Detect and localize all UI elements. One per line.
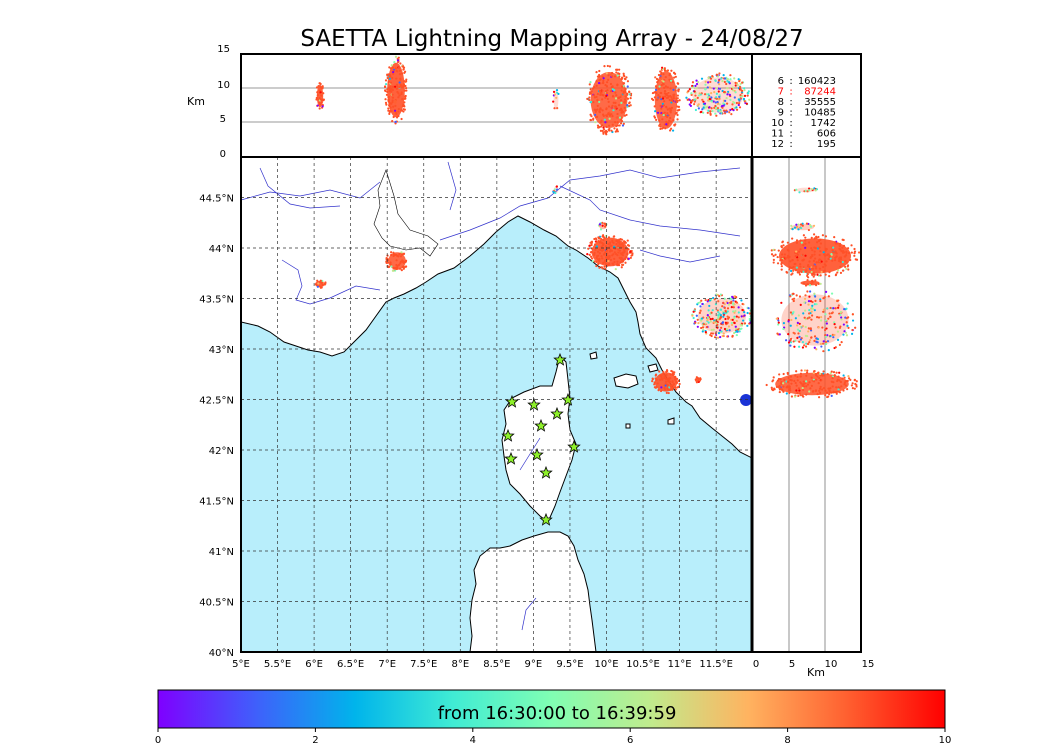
station-star-icon <box>505 394 519 408</box>
longitude-tick: 8.5°E <box>483 659 510 670</box>
longitude-tick: 9.5°E <box>556 659 583 670</box>
station-count-label: 6 <box>778 76 784 87</box>
side-tick: 0 <box>753 659 759 670</box>
latitude-tick: 43°N <box>209 345 234 356</box>
station-count-colon: : <box>789 76 792 87</box>
side-tick: 10 <box>825 659 838 670</box>
station-count-value: 195 <box>817 139 836 150</box>
height-tick: 5 <box>220 114 226 125</box>
station-count-value: 1742 <box>811 118 836 129</box>
longitude-tick: 7°E <box>378 659 396 670</box>
latitude-tick: 41°N <box>209 547 234 558</box>
longitude-tick: 8°E <box>451 659 469 670</box>
colorbar-label: from 16:30:00 to 16:39:59 <box>438 703 677 724</box>
longitude-tick: 9°E <box>525 659 543 670</box>
small-island <box>647 363 659 373</box>
latitude-tick: 44°N <box>209 244 234 255</box>
station-count-label: 8 <box>778 97 784 108</box>
station-count-label: 9 <box>778 108 784 119</box>
station-count-value: 10485 <box>804 108 836 119</box>
side-panel: 0 5 10 15 Km <box>750 156 875 679</box>
latitude-tick: 41.5°N <box>199 497 234 508</box>
colorbar-tick: 8 <box>784 735 790 746</box>
height-panel-sources <box>315 55 751 136</box>
latitude-tick: 42.5°N <box>199 396 234 407</box>
station-count-colon: : <box>789 139 792 150</box>
latitude-tick: 43.5°N <box>199 295 234 306</box>
station-star-icon <box>501 428 515 442</box>
latitude-tick: 44.5°N <box>199 194 234 205</box>
station-star-icon <box>527 397 541 411</box>
station-star-icon <box>534 418 548 432</box>
station-count-label: 12 <box>771 139 784 150</box>
longitude-tick: 5.5°E <box>264 659 291 670</box>
height-tick: 10 <box>217 80 230 91</box>
station-star-icon <box>550 406 564 420</box>
station-star-icon <box>530 447 544 461</box>
station-star-icon <box>539 512 553 526</box>
map-panel: 5°E 5.5°E 6°E 6.5°E 7°E 7.5°E 8°E 8.5°E 9°E 9.5°E… <box>199 156 753 670</box>
lightning-sources <box>314 185 752 406</box>
height-panel: 15 10 5 0 Km <box>187 44 753 160</box>
station-count-colon: : <box>789 87 792 98</box>
station-star-icon <box>561 392 575 406</box>
stations-count-box: 6:1604237:872448:355559:1048510:174211:6… <box>751 53 862 158</box>
figure-title: SAETTA Lightning Mapping Array - 24/08/2… <box>300 26 803 52</box>
small-island <box>589 351 598 360</box>
sardinia-island <box>469 531 597 652</box>
elba-island <box>613 373 639 389</box>
station-count-value: 160423 <box>798 76 836 87</box>
longitude-tick: 11°E <box>668 659 692 670</box>
station-count-label: 7 <box>778 87 784 98</box>
station-count-label: 11 <box>771 129 784 140</box>
longitude-tick: 5°E <box>232 659 250 670</box>
colorbar-tick: 4 <box>470 735 476 746</box>
station-star-icon <box>504 451 518 465</box>
station-count-colon: : <box>789 108 792 119</box>
longitude-tick: 10°E <box>594 659 618 670</box>
colorbar-tick: 2 <box>312 735 318 746</box>
station-count-label: 10 <box>771 118 784 129</box>
station-count-colon: : <box>789 97 792 108</box>
latitude-tick: 40.5°N <box>199 598 234 609</box>
height-unit-label: Km <box>187 95 205 108</box>
small-island <box>625 423 631 429</box>
side-tick: 5 <box>789 659 795 670</box>
colorbar-tick: 10 <box>939 735 952 746</box>
longitude-tick: 7.5°E <box>410 659 437 670</box>
height-tick: 15 <box>217 44 230 55</box>
country-border <box>373 169 439 257</box>
time-colorbar: from 16:30:00 to 16:39:59 0 2 4 6 8 10 <box>155 689 952 746</box>
station-star-icon <box>553 352 567 366</box>
station-star-icon <box>539 465 553 479</box>
station-count-value: 35555 <box>804 97 836 108</box>
longitude-tick: 11.5°E <box>699 659 733 670</box>
small-island <box>667 417 675 425</box>
longitude-tick: 10.5°E <box>626 659 660 670</box>
lma-stations <box>501 352 581 526</box>
station-star-icon <box>567 439 581 453</box>
station-count-value: 606 <box>817 129 836 140</box>
mainland <box>241 157 752 459</box>
station-count-value: 87244 <box>804 87 836 98</box>
latitude-tick: 42°N <box>209 446 234 457</box>
station-count-colon: : <box>789 129 792 140</box>
side-panel-sources <box>765 187 861 399</box>
side-tick: 15 <box>862 659 875 670</box>
rivers <box>241 161 741 631</box>
longitude-tick: 6.5°E <box>337 659 364 670</box>
longitude-tick: 6°E <box>305 659 323 670</box>
colorbar-tick: 6 <box>627 735 633 746</box>
station-count-colon: : <box>789 118 792 129</box>
latitude-tick: 40°N <box>209 648 234 659</box>
colorbar-tick: 0 <box>155 735 161 746</box>
height-tick: 0 <box>220 149 226 160</box>
side-unit-label: Km <box>807 666 825 679</box>
